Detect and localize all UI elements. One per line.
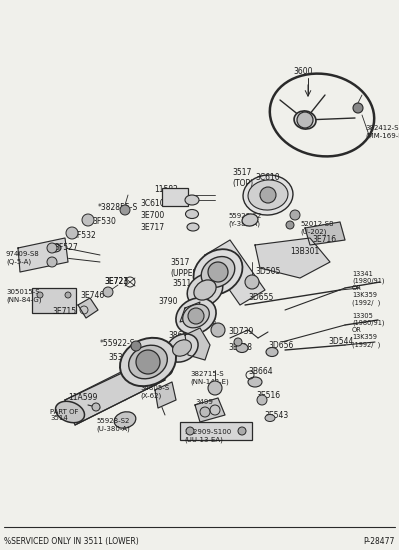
Circle shape: [211, 323, 225, 337]
Circle shape: [208, 381, 222, 395]
Circle shape: [92, 403, 100, 411]
Text: 3B664: 3B664: [248, 367, 273, 377]
Text: 52012-S8
(U-202): 52012-S8 (U-202): [300, 221, 334, 235]
Text: 3D739: 3D739: [228, 327, 253, 337]
Ellipse shape: [55, 402, 85, 423]
Polygon shape: [78, 298, 98, 318]
Circle shape: [245, 275, 259, 289]
Text: P-28477: P-28477: [363, 537, 395, 546]
Ellipse shape: [186, 210, 198, 218]
Polygon shape: [255, 238, 330, 278]
Polygon shape: [205, 240, 265, 305]
Text: 3600: 3600: [293, 68, 312, 76]
Text: 382909-S100
(UU-13-EA): 382909-S100 (UU-13-EA): [184, 429, 231, 443]
Text: %SERVICED ONLY IN 3511 (LOWER): %SERVICED ONLY IN 3511 (LOWER): [4, 537, 139, 546]
Text: 305015-S
(NN-84-G): 305015-S (NN-84-G): [6, 289, 41, 302]
Ellipse shape: [183, 304, 209, 328]
Ellipse shape: [120, 338, 176, 386]
Ellipse shape: [172, 340, 192, 356]
Circle shape: [82, 214, 94, 226]
Text: 3E516: 3E516: [256, 390, 280, 399]
Text: 3E723: 3E723: [104, 278, 128, 287]
Text: 38661: 38661: [168, 331, 192, 339]
Ellipse shape: [248, 180, 288, 210]
Text: 3C610: 3C610: [255, 173, 280, 183]
Text: 3517
(TOP): 3517 (TOP): [232, 168, 253, 188]
Text: PART OF
3514: PART OF 3514: [50, 409, 79, 421]
Circle shape: [47, 243, 57, 253]
Circle shape: [260, 187, 276, 203]
Text: 3E715: 3E715: [52, 307, 76, 316]
Text: 97409-S8
(Q-5-A): 97409-S8 (Q-5-A): [6, 251, 40, 265]
Circle shape: [297, 112, 313, 128]
Ellipse shape: [187, 223, 199, 231]
Ellipse shape: [166, 334, 198, 362]
Text: 3511: 3511: [190, 305, 209, 315]
Text: 3D655: 3D655: [248, 294, 273, 302]
Circle shape: [290, 210, 300, 220]
Ellipse shape: [185, 195, 199, 205]
Ellipse shape: [242, 214, 258, 226]
Circle shape: [208, 262, 228, 282]
Circle shape: [131, 341, 141, 351]
Text: 3E518: 3E518: [228, 344, 252, 353]
Text: 3E543: 3E543: [264, 410, 288, 420]
Ellipse shape: [187, 273, 223, 306]
Ellipse shape: [248, 377, 262, 387]
Circle shape: [188, 308, 204, 324]
Circle shape: [234, 338, 242, 346]
Circle shape: [120, 205, 130, 215]
Text: 3790: 3790: [158, 298, 178, 306]
Text: 3530: 3530: [108, 354, 128, 362]
Ellipse shape: [294, 111, 316, 129]
Polygon shape: [180, 302, 200, 322]
Circle shape: [65, 292, 71, 298]
Text: 55928-S2
(Y-380-A): 55928-S2 (Y-380-A): [228, 213, 261, 227]
Text: 382715-S
(NN-143-E): 382715-S (NN-143-E): [190, 371, 229, 385]
Circle shape: [353, 103, 363, 113]
Text: 3F527: 3F527: [54, 244, 78, 252]
Ellipse shape: [49, 244, 61, 252]
Text: 382412-S100
(MM-169-RA): 382412-S100 (MM-169-RA): [365, 125, 399, 139]
Circle shape: [47, 257, 57, 267]
Polygon shape: [18, 238, 68, 272]
Text: 3F530: 3F530: [92, 217, 116, 227]
Text: 34805-S
(X-62): 34805-S (X-62): [140, 385, 169, 399]
Ellipse shape: [243, 175, 293, 215]
Bar: [162, 188, 188, 206]
Ellipse shape: [147, 358, 173, 377]
Circle shape: [286, 221, 294, 229]
Text: %: %: [168, 350, 175, 360]
Ellipse shape: [201, 256, 235, 288]
Text: 11A599: 11A599: [68, 393, 97, 403]
Circle shape: [136, 350, 160, 374]
Ellipse shape: [128, 345, 167, 379]
Text: 3511: 3511: [172, 279, 191, 289]
Text: 38768: 38768: [192, 317, 216, 327]
Circle shape: [257, 395, 267, 405]
Text: 13305
(1980/91)
OR
13K359
(1992/  ): 13305 (1980/91) OR 13K359 (1992/ ): [352, 312, 385, 348]
Ellipse shape: [265, 415, 275, 421]
Text: 3E700: 3E700: [140, 212, 164, 221]
Circle shape: [200, 407, 210, 417]
Text: 3F532: 3F532: [72, 232, 96, 240]
Text: 55928-S2
(U-380-A): 55928-S2 (U-380-A): [96, 418, 130, 432]
Ellipse shape: [194, 249, 243, 295]
Ellipse shape: [194, 280, 216, 300]
Circle shape: [186, 427, 194, 435]
Bar: [180, 422, 252, 440]
Bar: [32, 288, 76, 313]
Circle shape: [66, 227, 78, 239]
Text: 11582: 11582: [154, 185, 178, 195]
Circle shape: [238, 427, 246, 435]
Circle shape: [103, 287, 113, 297]
Text: 3517
(UPPER): 3517 (UPPER): [170, 258, 201, 278]
Text: 3E723: 3E723: [104, 278, 128, 287]
Polygon shape: [305, 222, 345, 245]
Text: 3E746: 3E746: [80, 290, 104, 300]
Ellipse shape: [236, 344, 248, 353]
Text: 3D544: 3D544: [328, 338, 354, 346]
Text: 3D656: 3D656: [268, 340, 293, 349]
Polygon shape: [65, 355, 165, 425]
Polygon shape: [155, 382, 176, 408]
